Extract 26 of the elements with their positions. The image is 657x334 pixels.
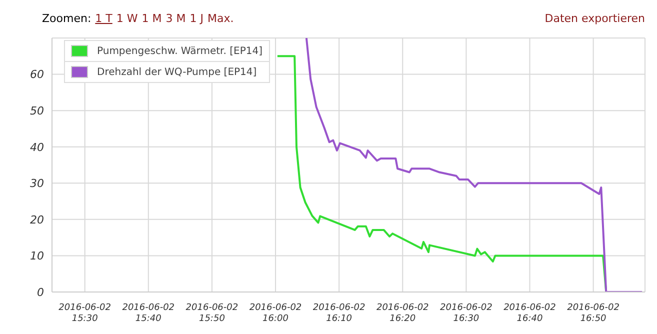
legend-label: Pumpengeschw. Wärmetr. [EP14] <box>97 46 262 56</box>
text: 1 W <box>116 12 138 25</box>
x-tick-label: 2016-06-02 16:40 <box>504 303 556 324</box>
text: Max. <box>208 12 234 25</box>
y-tick-label: 40 <box>30 140 44 154</box>
x-tick-label: 2016-06-02 16:10 <box>312 303 366 324</box>
x-tick-label: 2016-06-02 16:30 <box>440 303 493 324</box>
y-tick-label: 60 <box>30 68 44 82</box>
text: 1 J <box>190 12 204 25</box>
x-tick-label: 2016-06-02 15:30 <box>58 303 112 324</box>
text: 3 M <box>166 12 186 25</box>
text: 1 M <box>142 12 162 25</box>
text: Zoomen: <box>42 12 92 25</box>
text: Daten exportieren <box>544 12 645 25</box>
legend-label: Drehzahl der WQ-Pumpe [EP14] <box>97 66 257 78</box>
y-tick-label: 50 <box>30 104 44 118</box>
x-tick-label: 2016-06-02 15:50 <box>186 303 238 324</box>
y-tick-label: 30 <box>30 177 44 190</box>
x-tick-label: 2016-06-02 16:00 <box>249 303 302 324</box>
y-tick-label: 0 <box>37 286 44 299</box>
y-tick-label: 10 <box>30 250 44 263</box>
x-tick-label: 2016-06-02 16:20 <box>376 303 430 324</box>
x-tick-label: 2016-06-02 16:50 <box>567 303 620 324</box>
text: 1 T <box>95 12 112 25</box>
x-tick-label: 2016-06-02 15:40 <box>122 303 175 324</box>
y-tick-label: 20 <box>30 213 44 226</box>
